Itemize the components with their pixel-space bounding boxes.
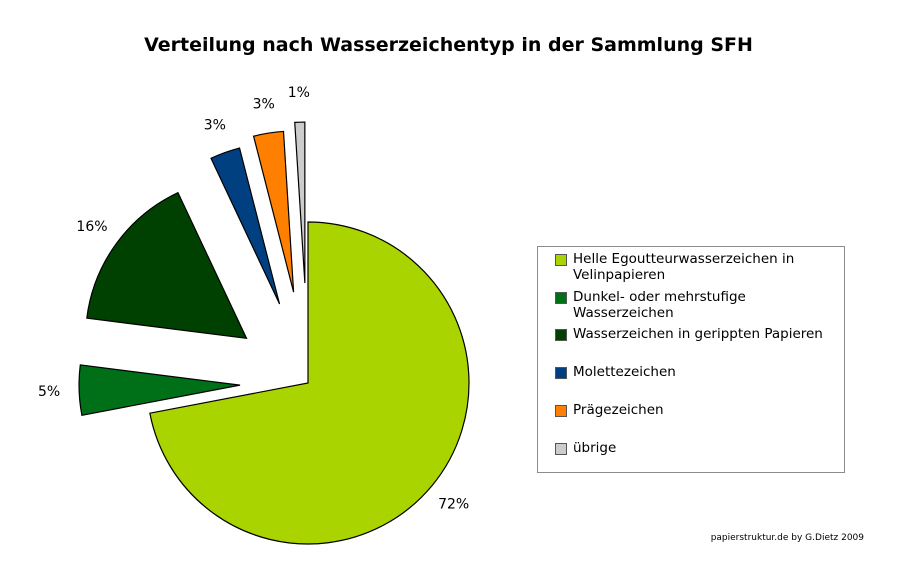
pie-slices: [78, 121, 470, 545]
legend-swatch: [555, 405, 567, 417]
pie-slice: [294, 121, 306, 284]
slice-value-label: 16%: [76, 219, 107, 235]
legend-label: übrige: [573, 440, 617, 456]
credit-text: papierstruktur.de by G.Dietz 2009: [710, 533, 864, 543]
pie-slice: [149, 221, 470, 545]
pie-slice: [78, 364, 241, 417]
legend-item: Prägezeichen: [555, 402, 840, 418]
legend-label: Wasserzeichen in gerippten Papieren: [573, 326, 823, 342]
slice-value-label: 1%: [288, 85, 310, 101]
legend-swatch: [555, 292, 567, 304]
legend-label: Prägezeichen: [573, 402, 664, 418]
legend-item: übrige: [555, 440, 840, 456]
legend-item: Wasserzeichen in gerippten Papieren: [555, 326, 840, 342]
legend: Helle Egoutteurwasserzeichen in Velinpap…: [537, 246, 845, 473]
legend-swatch: [555, 254, 567, 266]
legend-swatch: [555, 329, 567, 341]
pie-slice: [210, 147, 281, 305]
legend-swatch: [555, 443, 567, 455]
chart-title: Verteilung nach Wasserzeichentyp in der …: [144, 34, 753, 56]
legend-label: Dunkel- oder mehrstufige Wasserzeichen: [573, 289, 746, 321]
legend-swatch: [555, 367, 567, 379]
slice-value-label: 3%: [204, 117, 226, 133]
legend-label: Helle Egoutteurwasserzeichen in Velinpap…: [573, 251, 795, 283]
legend-label: Molettezeichen: [573, 364, 676, 380]
slice-value-label: 3%: [253, 96, 275, 112]
pie-slice: [86, 191, 248, 340]
slice-value-label: 5%: [38, 384, 60, 400]
legend-item: Molettezeichen: [555, 364, 840, 380]
legend-item: Helle Egoutteurwasserzeichen in Velinpap…: [555, 251, 840, 283]
pie-labels: 72% 5% 16% 3% 3% 1%: [38, 85, 469, 512]
legend-item: Dunkel- oder mehrstufige Wasserzeichen: [555, 289, 840, 321]
pie-slice: [252, 130, 295, 293]
slice-value-label: 72%: [438, 496, 469, 512]
